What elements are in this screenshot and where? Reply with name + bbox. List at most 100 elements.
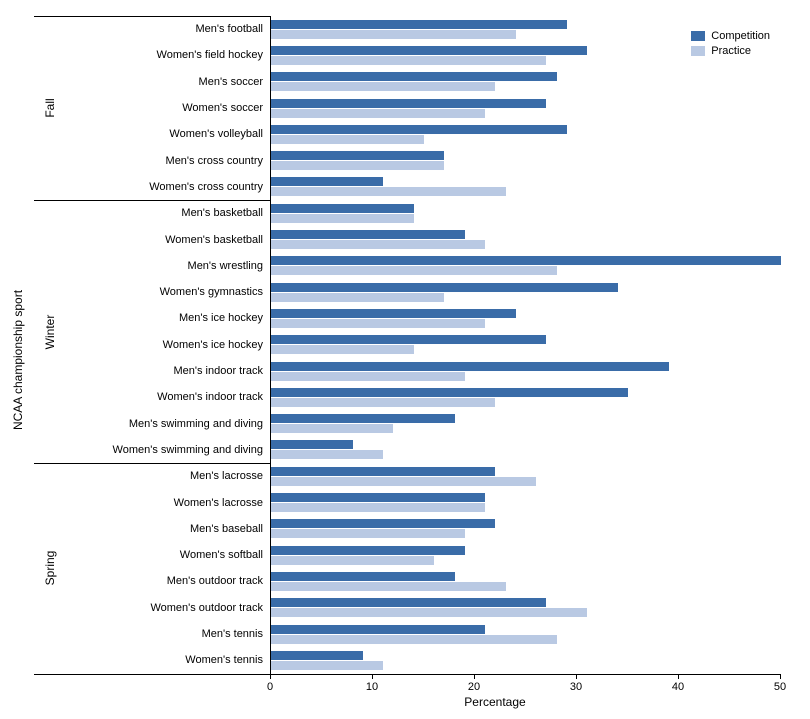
bar-competition bbox=[271, 151, 444, 160]
season-divider bbox=[34, 463, 270, 464]
bar-practice bbox=[271, 187, 506, 196]
bar-practice bbox=[271, 345, 414, 354]
bar-competition bbox=[271, 388, 628, 397]
y-axis-title: NCAA championship sport bbox=[11, 289, 25, 429]
x-tick-mark bbox=[576, 674, 577, 679]
bar-practice bbox=[271, 450, 383, 459]
bar-competition bbox=[271, 230, 465, 239]
season-divider bbox=[34, 674, 270, 675]
row-label: Women's swimming and diving bbox=[113, 444, 263, 456]
bar-competition bbox=[271, 572, 455, 581]
bar-competition bbox=[271, 20, 567, 29]
bar-practice bbox=[271, 582, 506, 591]
bar-competition bbox=[271, 598, 546, 607]
row-label: Women's tennis bbox=[185, 654, 263, 666]
row-label: Women's indoor track bbox=[157, 391, 263, 403]
bar-competition bbox=[271, 546, 465, 555]
x-tick-mark bbox=[270, 674, 271, 679]
bar-practice bbox=[271, 30, 516, 39]
row-label: Men's lacrosse bbox=[190, 470, 263, 482]
bar-competition bbox=[271, 651, 363, 660]
bar-competition bbox=[271, 309, 516, 318]
row-label: Women's gymnastics bbox=[160, 286, 263, 298]
row-label: Men's outdoor track bbox=[167, 575, 263, 587]
x-axis-title: Percentage bbox=[464, 695, 525, 709]
bar-competition bbox=[271, 99, 546, 108]
bar-practice bbox=[271, 135, 424, 144]
bar-practice bbox=[271, 529, 465, 538]
row-label: Women's soccer bbox=[182, 102, 263, 114]
bar-competition bbox=[271, 256, 781, 265]
bar-competition bbox=[271, 625, 485, 634]
bar-competition bbox=[271, 467, 495, 476]
row-label: Women's basketball bbox=[165, 234, 263, 246]
bar-practice bbox=[271, 56, 546, 65]
bar-competition bbox=[271, 46, 587, 55]
x-tick-mark bbox=[474, 674, 475, 679]
season-label: Fall bbox=[43, 98, 57, 117]
x-tick-label: 20 bbox=[468, 681, 480, 693]
row-label: Men's basketball bbox=[181, 207, 263, 219]
row-label: Women's lacrosse bbox=[174, 497, 263, 509]
bar-practice bbox=[271, 82, 495, 91]
legend-label-competition: Competition bbox=[711, 30, 770, 42]
row-label: Men's soccer bbox=[199, 76, 263, 88]
row-label: Men's cross country bbox=[166, 155, 263, 167]
bar-practice bbox=[271, 424, 393, 433]
bar-competition bbox=[271, 414, 455, 423]
bar-competition bbox=[271, 362, 669, 371]
row-label: Men's ice hockey bbox=[179, 312, 263, 324]
row-label: Women's volleyball bbox=[169, 128, 263, 140]
bar-practice bbox=[271, 266, 557, 275]
bar-competition bbox=[271, 283, 618, 292]
bar-practice bbox=[271, 214, 414, 223]
season-divider bbox=[34, 200, 270, 201]
legend: Competition Practice bbox=[691, 30, 770, 60]
legend-item-practice: Practice bbox=[691, 45, 770, 57]
row-label: Men's wrestling bbox=[188, 260, 263, 272]
season-divider bbox=[34, 16, 270, 17]
bar-competition bbox=[271, 493, 485, 502]
season-label: Spring bbox=[43, 551, 57, 586]
x-tick-mark bbox=[372, 674, 373, 679]
row-label: Women's outdoor track bbox=[150, 602, 263, 614]
x-tick-mark bbox=[678, 674, 679, 679]
x-tick-label: 40 bbox=[672, 681, 684, 693]
bar-competition bbox=[271, 204, 414, 213]
bar-practice bbox=[271, 398, 495, 407]
bar-practice bbox=[271, 556, 434, 565]
legend-swatch-competition bbox=[691, 31, 705, 41]
bar-practice bbox=[271, 661, 383, 670]
row-label: Men's baseball bbox=[190, 523, 263, 535]
row-label: Women's ice hockey bbox=[163, 339, 263, 351]
legend-label-practice: Practice bbox=[711, 45, 751, 57]
bar-practice bbox=[271, 293, 444, 302]
bar-competition bbox=[271, 125, 567, 134]
row-label: Women's softball bbox=[180, 549, 263, 561]
season-label: Winter bbox=[43, 314, 57, 349]
bar-practice bbox=[271, 240, 485, 249]
row-label: Men's swimming and diving bbox=[129, 418, 263, 430]
bar-practice bbox=[271, 635, 557, 644]
bar-practice bbox=[271, 608, 587, 617]
bar-competition bbox=[271, 519, 495, 528]
bar-practice bbox=[271, 161, 444, 170]
row-label: Men's football bbox=[195, 23, 263, 35]
chart-container: NCAA championship sport Percentage Compe… bbox=[10, 10, 800, 709]
x-tick-mark bbox=[780, 674, 781, 679]
row-label: Men's tennis bbox=[202, 628, 263, 640]
x-tick-label: 0 bbox=[267, 681, 273, 693]
bar-practice bbox=[271, 319, 485, 328]
legend-swatch-practice bbox=[691, 46, 705, 56]
bar-competition bbox=[271, 177, 383, 186]
bar-practice bbox=[271, 477, 536, 486]
x-tick-label: 10 bbox=[366, 681, 378, 693]
bar-competition bbox=[271, 440, 353, 449]
row-label: Women's field hockey bbox=[157, 49, 263, 61]
row-label: Men's indoor track bbox=[173, 365, 263, 377]
bar-practice bbox=[271, 503, 485, 512]
row-label: Women's cross country bbox=[149, 181, 263, 193]
bar-practice bbox=[271, 109, 485, 118]
x-tick-label: 30 bbox=[570, 681, 582, 693]
bar-competition bbox=[271, 72, 557, 81]
